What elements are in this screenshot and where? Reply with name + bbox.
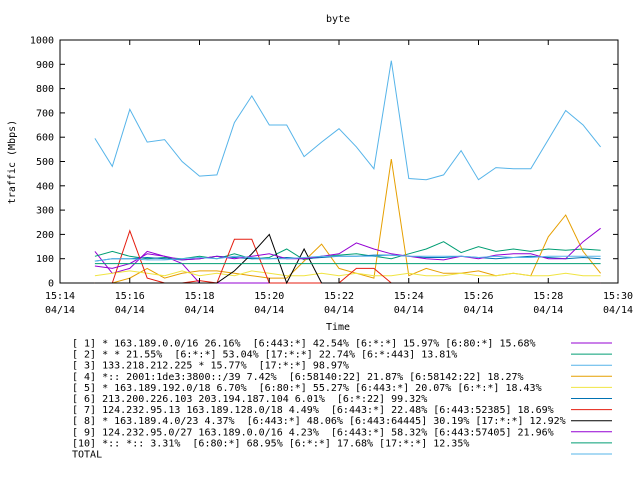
series-layer [94, 60, 601, 285]
series-line-8 [94, 233, 601, 285]
legend-label: [ 8] * 163.189.4.0/23 4.37% [6:443:*] 48… [72, 416, 566, 427]
series-line-9 [94, 227, 601, 269]
x-tick-label-date: 04/14 [184, 305, 214, 316]
x-tick-label-date: 04/14 [463, 305, 493, 316]
y-tick-label: 100 [36, 254, 54, 265]
legend-label: [ 3] 133.218.212.225 * 15.77% [17:*:*] 9… [72, 361, 349, 372]
legend-label: [ 5] * 163.189.192.0/18 6.70% [6:80:*] 5… [72, 383, 542, 394]
y-tick-label: 700 [36, 108, 54, 119]
chart-title: byte [326, 14, 350, 25]
y-tick-label: 1000 [30, 36, 54, 47]
series-line-3 [94, 60, 601, 181]
legend-label: [ 7] 124.232.95.13 163.189.128.0/18 4.49… [72, 405, 554, 416]
x-tick-label-date: 04/14 [254, 305, 284, 316]
legend-label: [ 6] 213.200.226.103 203.194.187.104 6.0… [72, 394, 427, 405]
legend-label: TOTAL [72, 450, 102, 461]
y-tick-label: 300 [36, 206, 54, 217]
x-tick-label-time: 15:30 [603, 291, 633, 302]
y-tick-label: 400 [36, 181, 54, 192]
plot-area-border [59, 39, 619, 284]
y-tick-label: 0 [48, 279, 54, 290]
series-line-11 [94, 254, 601, 262]
x-tick-label-date: 04/14 [324, 305, 354, 316]
y-tick-label: 900 [36, 60, 54, 71]
y-tick-label: 200 [36, 230, 54, 241]
y-axis-label: traffic (Mbps) [7, 120, 18, 204]
legend-label: [10] *:: *:: 3.31% [6:80:*] 68.95% [6:*:… [72, 438, 469, 449]
legend-label: [ 4] *:: 2001:1de3:3800::/39 7.42% [6:58… [72, 372, 524, 383]
x-tick-label-date: 04/14 [603, 305, 633, 316]
legend: [ 1] * 163.189.0.0/16 26.16% [6:443:*] 4… [72, 339, 612, 461]
legend-label: [ 2] * * 21.55% [6:*:*] 53.04% [17:*:*] … [72, 350, 457, 361]
y-tick-label: 800 [36, 84, 54, 95]
x-tick-label-time: 15:24 [394, 291, 424, 302]
y-tick-label: 600 [36, 133, 54, 144]
y-tick-label: 500 [36, 157, 54, 168]
legend-label: [ 1] * 163.189.0.0/16 26.16% [6:443:*] 4… [72, 339, 536, 350]
axis-layer: 0 100 200 300 400 500 600 700 800 900 1000 15:14 04/… [30, 36, 633, 317]
x-tick-label-time: 15:14 [45, 291, 75, 302]
x-tick-label-date: 04/14 [115, 305, 145, 316]
x-tick-label-time: 15:20 [254, 291, 284, 302]
legend-label: [ 9] 124.232.95.0/27 163.189.0.0/16 4.23… [72, 427, 554, 438]
x-tick-label-date: 04/14 [45, 305, 75, 316]
x-tick-label-time: 15:28 [533, 291, 563, 302]
x-tick-label-time: 15:26 [463, 291, 493, 302]
x-tick-label-date: 04/14 [533, 305, 563, 316]
x-tick-label-date: 04/14 [394, 305, 424, 316]
series-line-4 [94, 159, 601, 284]
x-tick-label-time: 15:18 [184, 291, 214, 302]
x-axis-label: Time [326, 322, 350, 333]
x-tick-label-time: 15:22 [324, 291, 354, 302]
x-tick-label-time: 15:16 [115, 291, 145, 302]
series-line-5 [94, 270, 601, 277]
